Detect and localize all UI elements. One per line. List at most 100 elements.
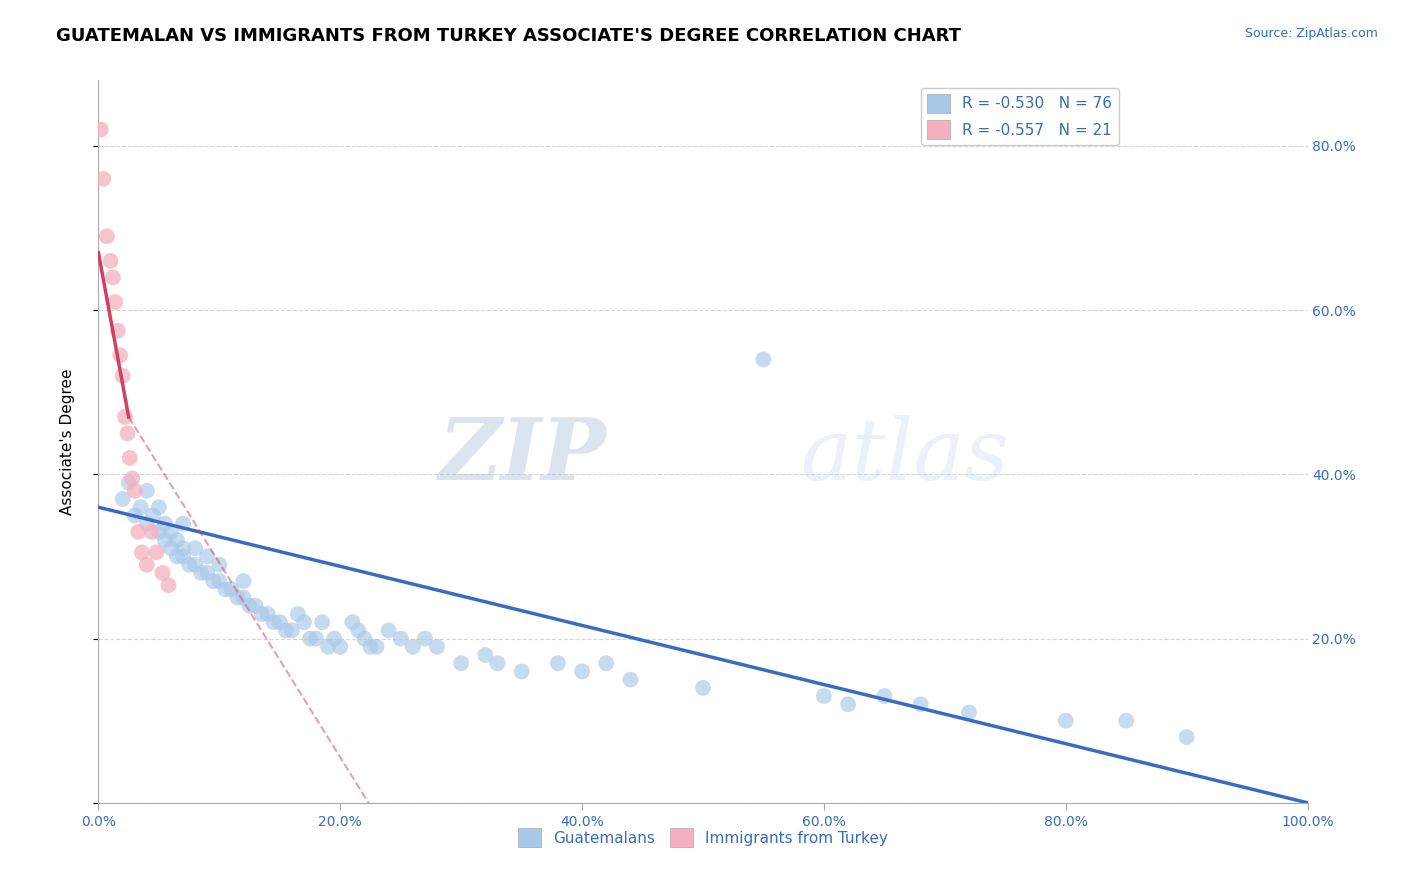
Point (342, 615, 364, 630)
Point (873, 689, 896, 703)
Point (413, 632, 436, 646)
Point (450, 657, 472, 671)
Point (90, 122, 112, 136)
Point (323, 632, 346, 646)
Point (153, 533, 176, 547)
Point (256, 607, 278, 621)
Point (131, 545, 153, 559)
Point (214, 582, 236, 597)
Point (141, 524, 163, 539)
Point (402, 640, 425, 654)
Point (145, 545, 167, 559)
Point (571, 665, 593, 679)
Point (239, 599, 262, 613)
Point (305, 632, 328, 646)
Text: GUATEMALAN VS IMMIGRANTS FROM TURKEY ASSOCIATE'S DEGREE CORRELATION CHART: GUATEMALAN VS IMMIGRANTS FROM TURKEY ASS… (56, 27, 962, 45)
Y-axis label: Associate's Degree: Associate's Degree (60, 368, 75, 515)
Point (347, 624, 370, 638)
Point (91, 171, 114, 186)
Point (135, 483, 157, 498)
Point (179, 558, 201, 572)
Point (1175, 730, 1198, 744)
Text: ZIP: ZIP (439, 414, 606, 498)
Legend: Guatemalans, Immigrants from Turkey: Guatemalans, Immigrants from Turkey (512, 822, 894, 853)
Point (124, 483, 146, 498)
Point (547, 657, 569, 671)
Point (124, 508, 146, 523)
Point (426, 640, 449, 654)
Point (100, 253, 122, 268)
Point (281, 624, 304, 638)
Point (118, 450, 141, 465)
Point (148, 524, 170, 539)
Point (329, 640, 352, 654)
Point (595, 657, 617, 671)
Point (148, 500, 170, 515)
Point (160, 541, 183, 556)
Point (107, 324, 129, 338)
Point (152, 566, 174, 580)
Point (232, 591, 254, 605)
Point (299, 632, 322, 646)
Point (287, 607, 309, 621)
Point (184, 541, 207, 556)
Point (250, 607, 273, 621)
Point (166, 533, 188, 547)
Point (474, 648, 496, 662)
Point (389, 632, 412, 646)
Point (353, 632, 375, 646)
Point (910, 698, 932, 712)
Point (232, 574, 254, 588)
Point (172, 541, 194, 556)
Point (101, 270, 124, 285)
Point (226, 591, 249, 605)
Point (752, 352, 775, 367)
Point (486, 657, 509, 671)
Point (172, 516, 194, 531)
Text: Source: ZipAtlas.com: Source: ZipAtlas.com (1244, 27, 1378, 40)
Point (208, 558, 231, 572)
Point (360, 640, 382, 654)
Point (377, 624, 399, 638)
Point (121, 471, 143, 485)
Point (208, 574, 231, 588)
Point (221, 582, 243, 597)
Point (118, 475, 141, 490)
Point (311, 615, 333, 630)
Point (104, 295, 127, 310)
Point (153, 516, 176, 531)
Point (157, 578, 180, 592)
Point (1115, 714, 1137, 728)
Text: atlas: atlas (800, 415, 1010, 498)
Point (195, 566, 218, 580)
Point (692, 681, 714, 695)
Point (316, 640, 339, 654)
Point (117, 426, 139, 441)
Point (366, 640, 388, 654)
Point (172, 549, 194, 564)
Point (202, 574, 225, 588)
Point (245, 599, 267, 613)
Point (184, 558, 207, 572)
Point (510, 665, 533, 679)
Point (813, 689, 835, 703)
Point (96, 229, 118, 244)
Point (263, 615, 285, 630)
Point (160, 524, 183, 539)
Point (127, 524, 149, 539)
Point (269, 615, 291, 630)
Point (142, 508, 165, 523)
Point (129, 500, 152, 515)
Point (135, 558, 157, 572)
Point (195, 549, 218, 564)
Point (1054, 714, 1077, 728)
Point (111, 491, 134, 506)
Point (114, 409, 136, 424)
Point (292, 615, 315, 630)
Point (274, 624, 297, 638)
Point (166, 549, 188, 564)
Point (190, 566, 212, 580)
Point (135, 516, 157, 531)
Point (619, 673, 641, 687)
Point (108, 348, 131, 362)
